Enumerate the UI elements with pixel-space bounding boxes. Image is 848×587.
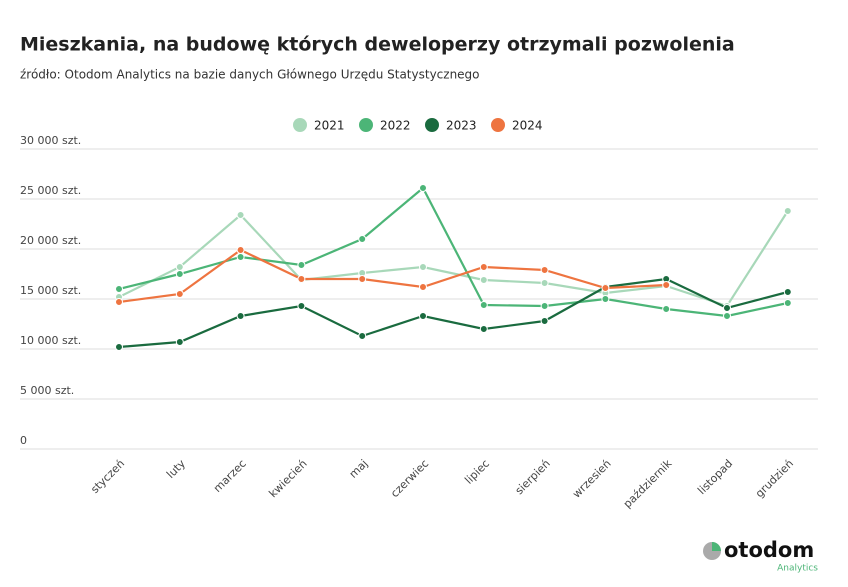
legend-label: 2023 bbox=[446, 119, 477, 133]
y-tick-label: 15 000 szt. bbox=[20, 284, 81, 297]
data-point bbox=[540, 317, 549, 325]
data-point bbox=[236, 312, 245, 320]
logo-name: otodom bbox=[724, 538, 814, 562]
data-point bbox=[297, 261, 306, 269]
x-tick-label: kwiecień bbox=[266, 457, 309, 500]
x-tick-label: lipiec bbox=[462, 457, 492, 487]
x-tick-label: maj bbox=[347, 457, 371, 481]
data-point bbox=[540, 279, 549, 287]
data-point bbox=[419, 184, 427, 192]
data-point bbox=[175, 338, 184, 346]
data-point bbox=[540, 266, 549, 274]
data-point bbox=[662, 281, 671, 289]
series-line bbox=[118, 210, 789, 308]
data-point bbox=[419, 312, 427, 320]
data-point bbox=[723, 304, 731, 312]
logo-tagline: Analytics bbox=[777, 564, 818, 574]
series-line bbox=[118, 248, 667, 304]
legend-label: 2021 bbox=[314, 119, 345, 133]
logo-icon-part bbox=[712, 542, 721, 551]
legend-swatch bbox=[359, 118, 373, 132]
data-point bbox=[297, 302, 306, 310]
data-point bbox=[479, 301, 488, 309]
legend-swatch bbox=[293, 118, 307, 132]
data-point bbox=[479, 276, 488, 284]
legend-label: 2024 bbox=[512, 119, 543, 133]
x-tick-label: sierpień bbox=[513, 457, 553, 497]
data-point bbox=[358, 332, 367, 340]
chart-subtitle: źródło: Otodom Analytics na bazie danych… bbox=[20, 68, 480, 82]
data-point bbox=[175, 263, 184, 271]
y-tick-label: 0 bbox=[20, 434, 27, 447]
data-point bbox=[115, 285, 123, 293]
series-line bbox=[118, 186, 789, 318]
y-tick-label: 25 000 szt. bbox=[20, 184, 81, 197]
chart-title: Mieszkania, na budowę których deweloperz… bbox=[20, 34, 735, 56]
data-point bbox=[601, 295, 610, 303]
data-point bbox=[479, 325, 488, 333]
data-point bbox=[479, 263, 488, 271]
logo: otodom Analytics bbox=[703, 538, 818, 574]
data-point bbox=[419, 283, 427, 291]
y-tick-label: 20 000 szt. bbox=[20, 234, 81, 247]
legend-swatch bbox=[425, 118, 439, 132]
data-point bbox=[723, 312, 731, 320]
data-point bbox=[601, 284, 610, 292]
y-tick-label: 30 000 szt. bbox=[20, 134, 81, 147]
data-point bbox=[783, 207, 792, 215]
data-point bbox=[236, 246, 245, 254]
data-point bbox=[297, 275, 306, 283]
data-point bbox=[115, 343, 123, 351]
x-tick-label: październik bbox=[621, 457, 675, 511]
x-tick-label: grudzień bbox=[753, 457, 796, 500]
x-tick-label: styczeń bbox=[88, 457, 127, 496]
x-tick-label: czerwiec bbox=[388, 457, 431, 500]
series-line bbox=[118, 277, 789, 349]
y-tick-label: 5 000 szt. bbox=[20, 384, 74, 397]
legend-swatch bbox=[491, 118, 505, 132]
data-point bbox=[419, 263, 427, 271]
x-tick-label: wrzesień bbox=[570, 457, 614, 501]
x-tick-label: listopad bbox=[695, 457, 735, 497]
data-point bbox=[783, 299, 792, 307]
y-tick-label: 10 000 szt. bbox=[20, 334, 81, 347]
x-tick-label: luty bbox=[164, 457, 188, 481]
data-point bbox=[358, 275, 367, 283]
data-point bbox=[236, 211, 245, 219]
legend-label: 2022 bbox=[380, 119, 411, 133]
data-point bbox=[540, 302, 549, 310]
data-point bbox=[358, 235, 367, 243]
data-point bbox=[115, 298, 123, 306]
data-point bbox=[662, 305, 671, 313]
data-point bbox=[236, 253, 245, 261]
data-point bbox=[175, 290, 184, 298]
x-tick-label: marzec bbox=[211, 457, 249, 495]
data-point bbox=[175, 270, 184, 278]
data-point bbox=[783, 288, 792, 296]
